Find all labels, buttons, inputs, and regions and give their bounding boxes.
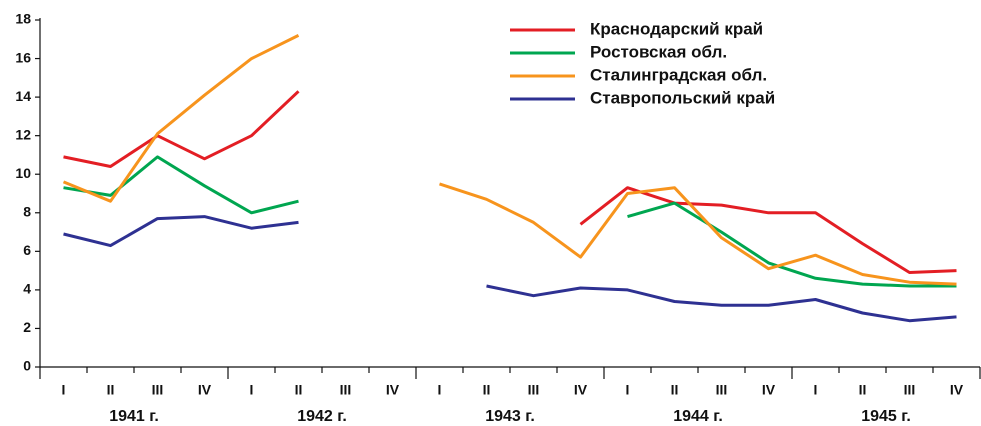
x-tick-label: IV — [386, 382, 400, 398]
x-tick-label: III — [152, 382, 164, 398]
x-tick-label: IV — [198, 382, 212, 398]
legend-label: Сталинградская обл. — [590, 65, 767, 84]
series-line — [62, 34, 957, 286]
x-tick-label: II — [483, 382, 491, 398]
y-tick-label: 14 — [15, 88, 31, 104]
x-tick-label: I — [438, 382, 442, 398]
x-tick-label: III — [528, 382, 540, 398]
year-label: 1944 г. — [673, 408, 723, 425]
x-tick-label: II — [107, 382, 115, 398]
x-tick-label: II — [859, 382, 867, 398]
legend-label: Ростовская обл. — [590, 42, 727, 61]
y-tick-label: 16 — [15, 49, 31, 65]
x-tick-label: I — [62, 382, 66, 398]
x-tick-label: IV — [574, 382, 588, 398]
y-tick-label: 8 — [23, 203, 31, 219]
y-tick-label: 4 — [23, 281, 31, 297]
series-line — [63, 215, 957, 323]
legend-label: Ставропольский край — [590, 88, 775, 107]
y-tick-label: 2 — [23, 319, 31, 335]
x-tick-label: I — [626, 382, 630, 398]
x-tick-label: III — [340, 382, 352, 398]
x-tick-label: IV — [762, 382, 776, 398]
y-tick-label: 12 — [15, 126, 31, 142]
x-tick-label: II — [671, 382, 679, 398]
y-tick-label: 10 — [15, 165, 31, 181]
y-tick-label: 6 — [23, 242, 31, 258]
x-tick-label: IV — [950, 382, 964, 398]
y-tick-label: 18 — [15, 11, 31, 27]
year-label: 1943 г. — [485, 408, 535, 425]
x-tick-label: II — [295, 382, 303, 398]
year-label: 1942 г. — [297, 408, 347, 425]
x-tick-label: III — [904, 382, 916, 398]
series-line — [63, 155, 957, 288]
legend-label: Краснодарский край — [590, 19, 763, 38]
x-tick-label: III — [716, 382, 728, 398]
y-tick-label: 0 — [23, 358, 31, 374]
year-label: 1941 г. — [109, 408, 159, 425]
x-tick-label: I — [250, 382, 254, 398]
year-label: 1945 г. — [861, 408, 911, 425]
x-tick-label: I — [814, 382, 818, 398]
